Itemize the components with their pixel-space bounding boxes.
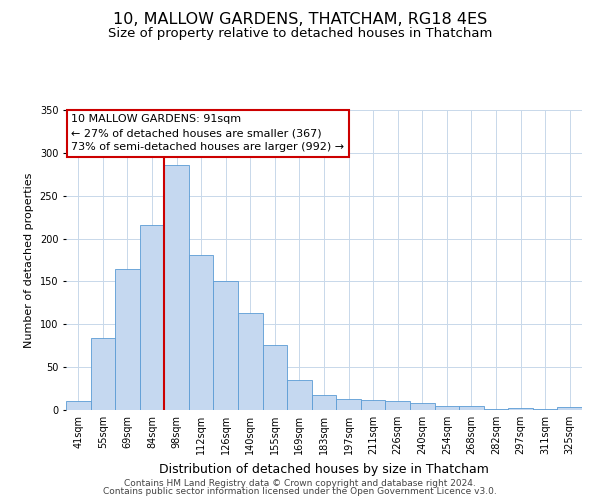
- Y-axis label: Number of detached properties: Number of detached properties: [24, 172, 34, 348]
- Bar: [238, 313, 263, 410]
- Bar: [312, 396, 336, 410]
- Bar: [459, 406, 484, 410]
- Bar: [115, 270, 140, 410]
- Bar: [385, 400, 410, 410]
- Bar: [287, 380, 312, 410]
- Bar: [434, 406, 459, 410]
- Bar: [557, 408, 582, 410]
- X-axis label: Distribution of detached houses by size in Thatcham: Distribution of detached houses by size …: [159, 462, 489, 475]
- Bar: [140, 225, 164, 410]
- Bar: [263, 345, 287, 410]
- Bar: [508, 408, 533, 410]
- Text: Contains public sector information licensed under the Open Government Licence v3: Contains public sector information licen…: [103, 487, 497, 496]
- Bar: [484, 409, 508, 410]
- Bar: [336, 399, 361, 410]
- Text: Contains HM Land Registry data © Crown copyright and database right 2024.: Contains HM Land Registry data © Crown c…: [124, 478, 476, 488]
- Bar: [66, 402, 91, 410]
- Text: 10 MALLOW GARDENS: 91sqm
← 27% of detached houses are smaller (367)
73% of semi-: 10 MALLOW GARDENS: 91sqm ← 27% of detach…: [71, 114, 344, 152]
- Bar: [91, 338, 115, 410]
- Text: 10, MALLOW GARDENS, THATCHAM, RG18 4ES: 10, MALLOW GARDENS, THATCHAM, RG18 4ES: [113, 12, 487, 28]
- Bar: [164, 165, 189, 410]
- Bar: [410, 403, 434, 410]
- Text: Size of property relative to detached houses in Thatcham: Size of property relative to detached ho…: [108, 28, 492, 40]
- Bar: [189, 255, 214, 410]
- Bar: [533, 409, 557, 410]
- Bar: [361, 400, 385, 410]
- Bar: [214, 282, 238, 410]
